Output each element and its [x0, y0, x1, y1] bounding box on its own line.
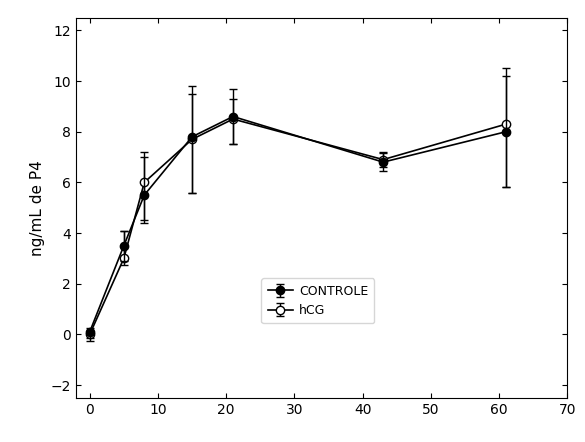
- Legend: CONTROLE, hCG: CONTROLE, hCG: [261, 278, 374, 323]
- Y-axis label: ng/mL de P4: ng/mL de P4: [30, 160, 45, 255]
